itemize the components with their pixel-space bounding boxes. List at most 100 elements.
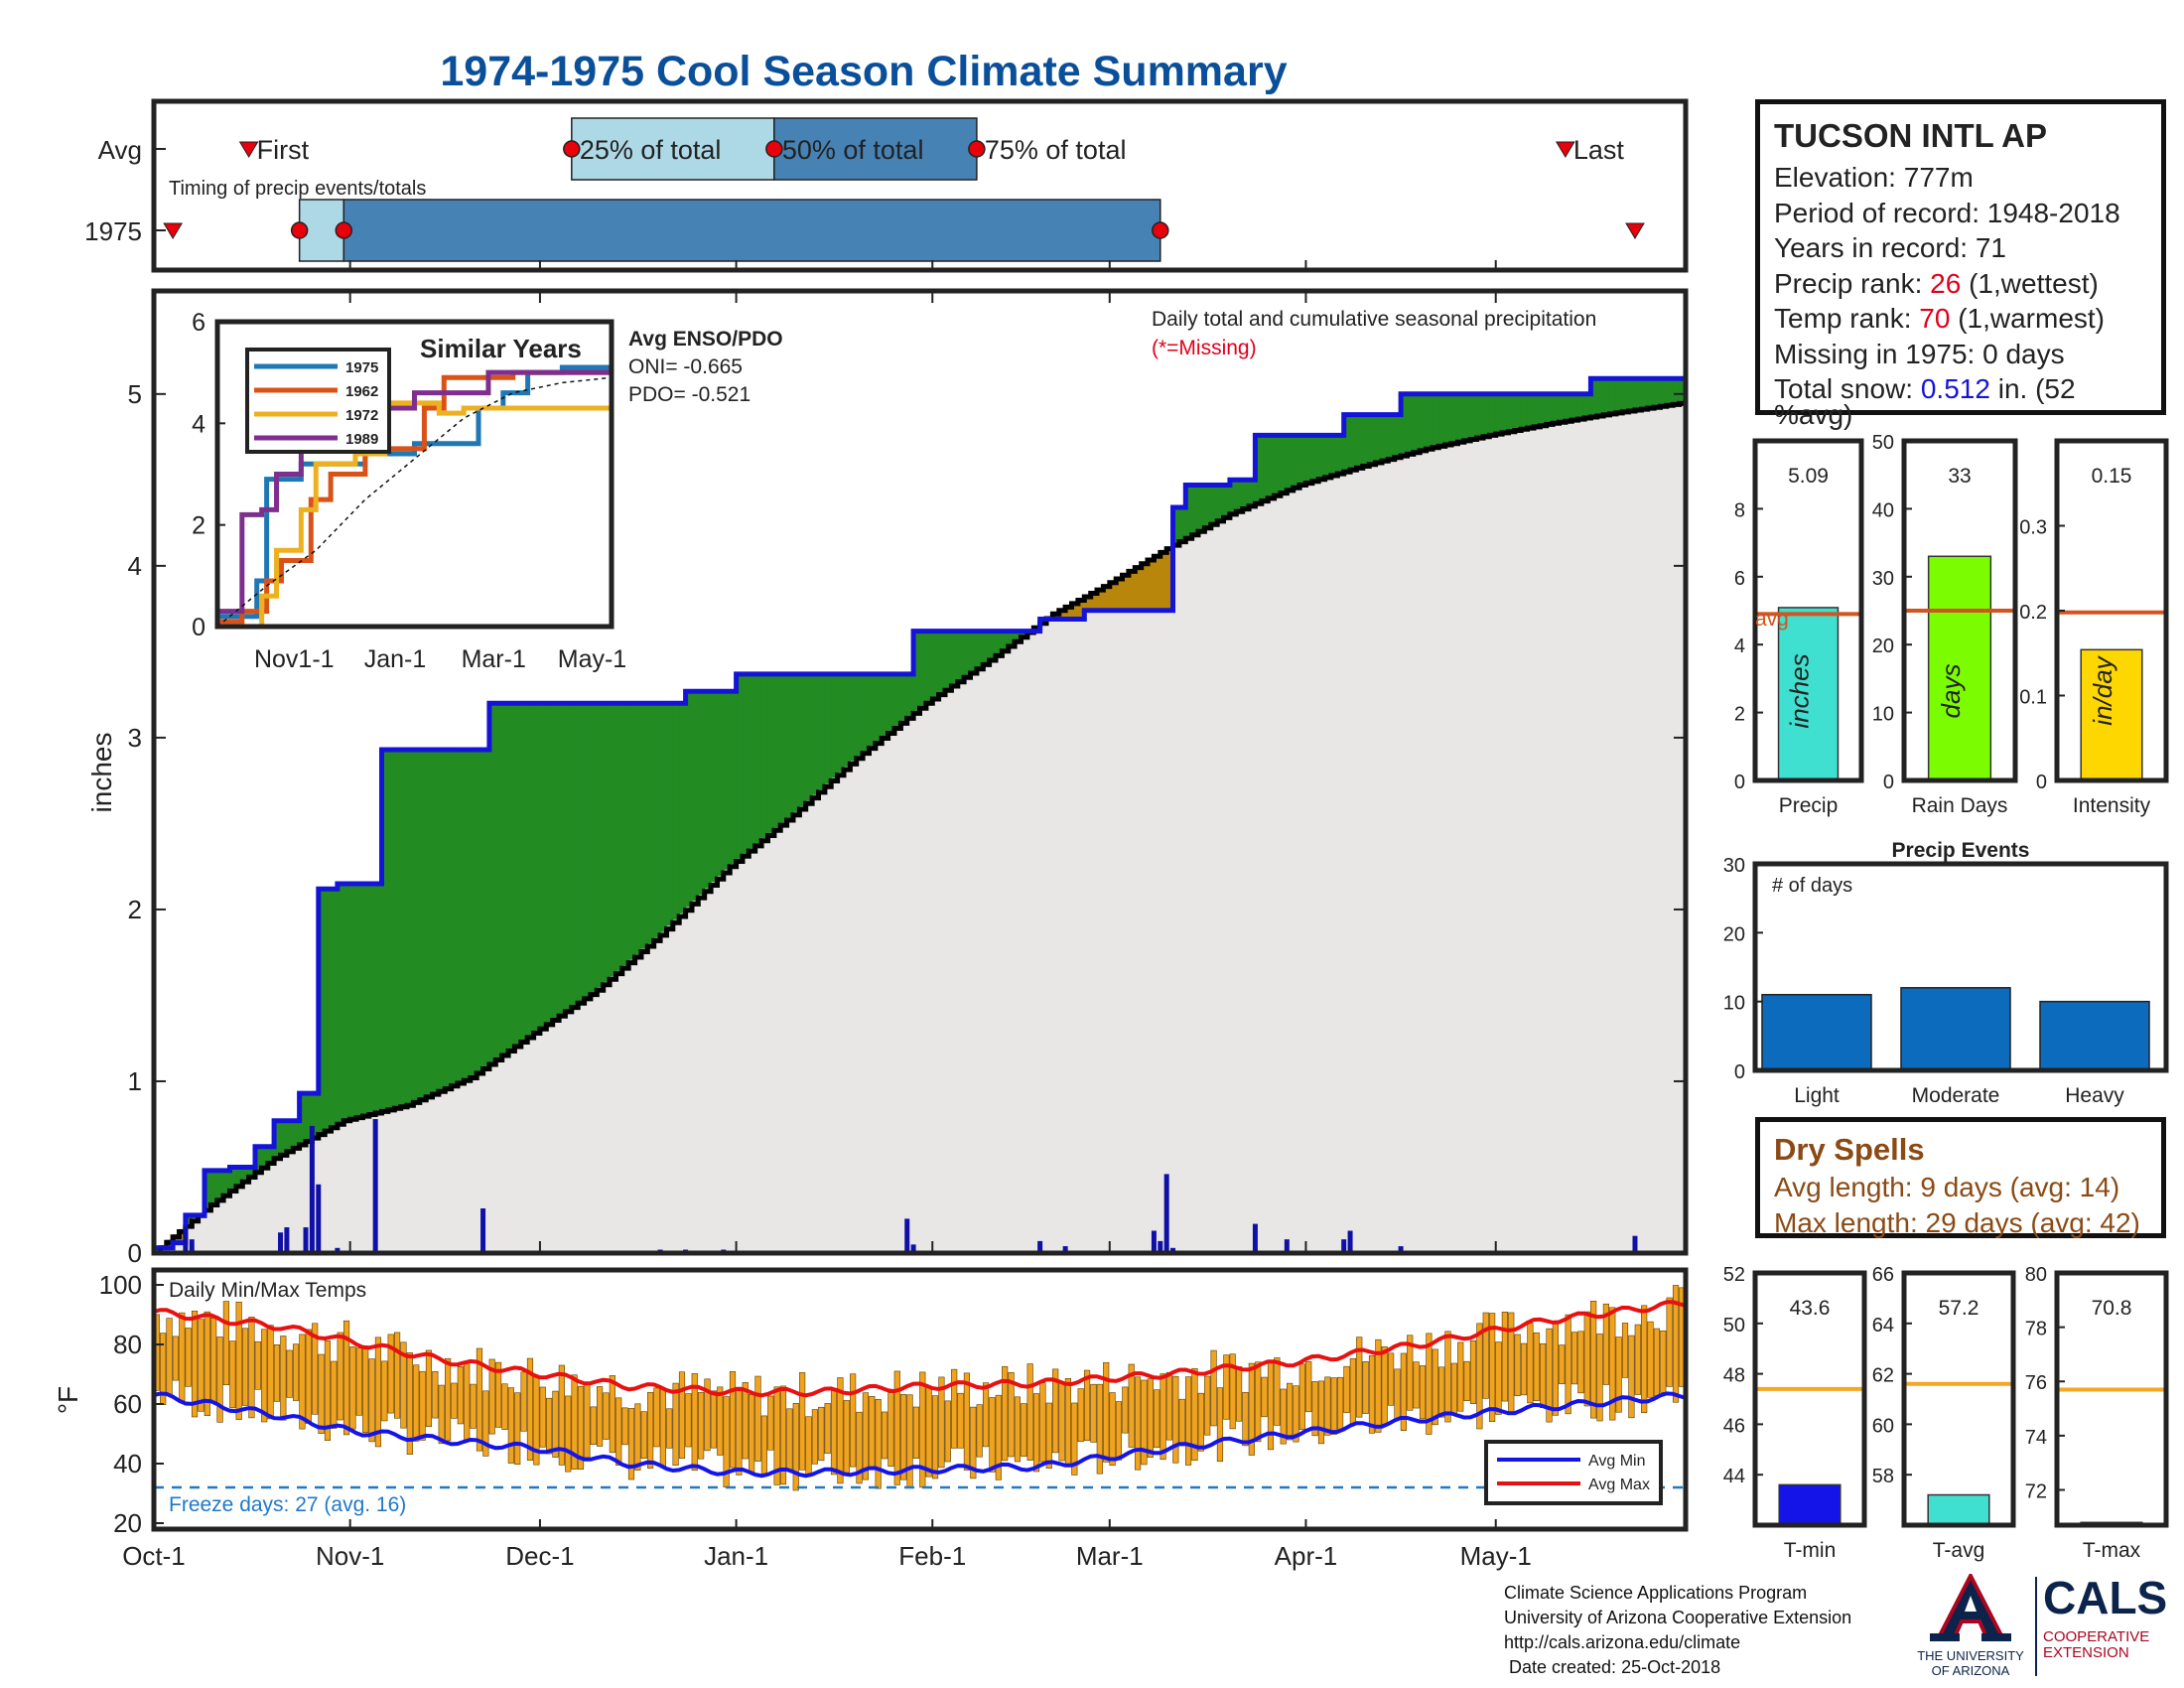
above-avg-fill	[1261, 435, 1269, 500]
daily-temp-bar	[938, 1376, 945, 1469]
above-avg-fill	[742, 673, 750, 854]
above-avg-fill	[1413, 393, 1421, 452]
event-category-label: Heavy	[2065, 1084, 2124, 1107]
above-avg-fill	[394, 750, 402, 1108]
daily-temp-bar	[672, 1382, 679, 1466]
cals-sub-2: EXTENSION	[2043, 1644, 2129, 1661]
above-avg-fill	[501, 703, 509, 1054]
daily-temp-bar	[198, 1319, 205, 1412]
footer-line-2: University of Arizona Cooperative Extens…	[1504, 1608, 1852, 1627]
temp-y-tick: 100	[99, 1270, 142, 1300]
temp-panel-2-y-tick: 72	[2025, 1480, 2047, 1502]
raindays-panel-frame	[1901, 438, 2018, 783]
daily-temp-bar	[887, 1392, 894, 1468]
above-avg-fill	[761, 673, 769, 839]
avg-last-marker	[1555, 141, 1575, 158]
first-label: First	[257, 135, 310, 165]
daily-temp-bar	[818, 1406, 825, 1462]
daily-temp-bar	[1115, 1401, 1123, 1461]
daily-temp-bar	[830, 1388, 838, 1476]
above-avg-fill	[1583, 393, 1591, 418]
raindays-panel-x-label: Rain Days	[1912, 794, 2008, 817]
avg-50-75-box	[773, 117, 978, 181]
footer-line-3: http://cals.arizona.edu/climate	[1504, 1632, 1741, 1652]
daily-precip-bar	[183, 1225, 189, 1253]
daily-temp-bar	[254, 1340, 261, 1390]
inset-y-tick: 4	[192, 410, 205, 438]
daily-temp-bar	[970, 1406, 977, 1479]
daily-temp-bar	[609, 1375, 615, 1454]
daily-precip-bar	[1062, 1246, 1068, 1253]
total-snow: Total snow: 0.512 in. (52	[1774, 371, 2147, 407]
above-avg-fill	[634, 703, 642, 955]
daily-temp-bar	[299, 1334, 306, 1430]
logo-divider	[2035, 1577, 2037, 1676]
daily-temp-bar	[963, 1372, 971, 1471]
daily-temp-bar	[1058, 1382, 1065, 1462]
above-avg-fill	[1521, 393, 1529, 429]
above-avg-fill	[210, 1170, 218, 1203]
above-avg-fill	[318, 889, 326, 1133]
daily-temp-bar	[280, 1336, 287, 1421]
daily-temp-bar	[1495, 1341, 1502, 1415]
daily-temp-bar	[627, 1408, 635, 1480]
daily-temp-bar	[406, 1352, 413, 1455]
daily-temp-bar	[1559, 1344, 1566, 1385]
above-avg-fill	[1596, 378, 1604, 416]
temp-panel-1-y-tick: 62	[1872, 1365, 1894, 1387]
daily-precip-bar	[1158, 1240, 1163, 1253]
above-avg-fill	[571, 703, 579, 1006]
daily-temp-bar	[342, 1320, 350, 1436]
daily-temp-bar	[717, 1386, 724, 1456]
daily-temp-bar	[1261, 1376, 1268, 1418]
daily-temp-bar	[843, 1400, 850, 1474]
daily-temp-bar	[261, 1329, 268, 1423]
above-avg-fill	[1647, 378, 1655, 408]
daily-temp-bar	[267, 1325, 274, 1420]
daily-temp-bar	[362, 1348, 369, 1434]
temp-rank-value: 70	[1919, 303, 1951, 334]
above-avg-fill	[698, 691, 706, 895]
above-avg-fill	[1679, 378, 1687, 403]
daily-temp-bar	[1229, 1353, 1236, 1430]
above-avg-fill	[919, 631, 927, 706]
daily-precip-bar	[904, 1218, 910, 1253]
temp-panel-0-bg	[1755, 1273, 1864, 1525]
above-avg-fill	[381, 750, 389, 1111]
daily-temp-bar	[1039, 1382, 1046, 1463]
above-avg-fill	[691, 691, 699, 902]
snow-label: Total snow:	[1774, 373, 1921, 404]
daily-temp-bar	[1165, 1371, 1173, 1441]
daily-temp-bar	[1482, 1312, 1489, 1399]
y-tick-label: 3	[128, 723, 142, 753]
events-frame	[1752, 861, 2169, 1073]
above-avg-fill	[749, 673, 756, 849]
daily-temp-bar	[1628, 1335, 1635, 1419]
daily-temp-bar	[1381, 1345, 1388, 1425]
above-avg-fill	[419, 750, 427, 1099]
daily-temp-bar	[1147, 1378, 1154, 1458]
temp-panel-1-y-tick: 58	[1872, 1466, 1894, 1487]
daily-temp-bar	[1520, 1342, 1528, 1396]
daily-temp-bar	[546, 1397, 553, 1455]
footer-line-4: Date created: 25-Oct-2018	[1504, 1657, 1721, 1677]
intensity-panel-y-tick: 0.2	[2019, 602, 2047, 624]
daily-temp-bar	[704, 1378, 711, 1452]
above-avg-fill	[812, 673, 820, 795]
below-avg-fill	[1084, 595, 1092, 611]
daily-temp-bar	[1672, 1285, 1680, 1403]
daily-temp-bar	[982, 1382, 990, 1448]
avg-max-line	[153, 1300, 1687, 1398]
obs-first-marker	[163, 222, 184, 239]
daily-temp-bar	[1527, 1323, 1534, 1404]
raindays-panel-y-tick: 20	[1872, 635, 1894, 657]
legend-label: 1962	[345, 383, 378, 400]
events-y-label: # of days	[1772, 875, 1852, 897]
daily-precip-bar	[1252, 1223, 1258, 1253]
daily-temp-bar	[1154, 1389, 1160, 1449]
above-avg-fill	[875, 673, 883, 742]
daily-temp-bar	[1096, 1383, 1103, 1475]
daily-temp-bar	[1362, 1361, 1369, 1414]
daily-temp-bar	[1236, 1366, 1243, 1422]
precip-panel-unit-label: inches	[1785, 653, 1815, 728]
